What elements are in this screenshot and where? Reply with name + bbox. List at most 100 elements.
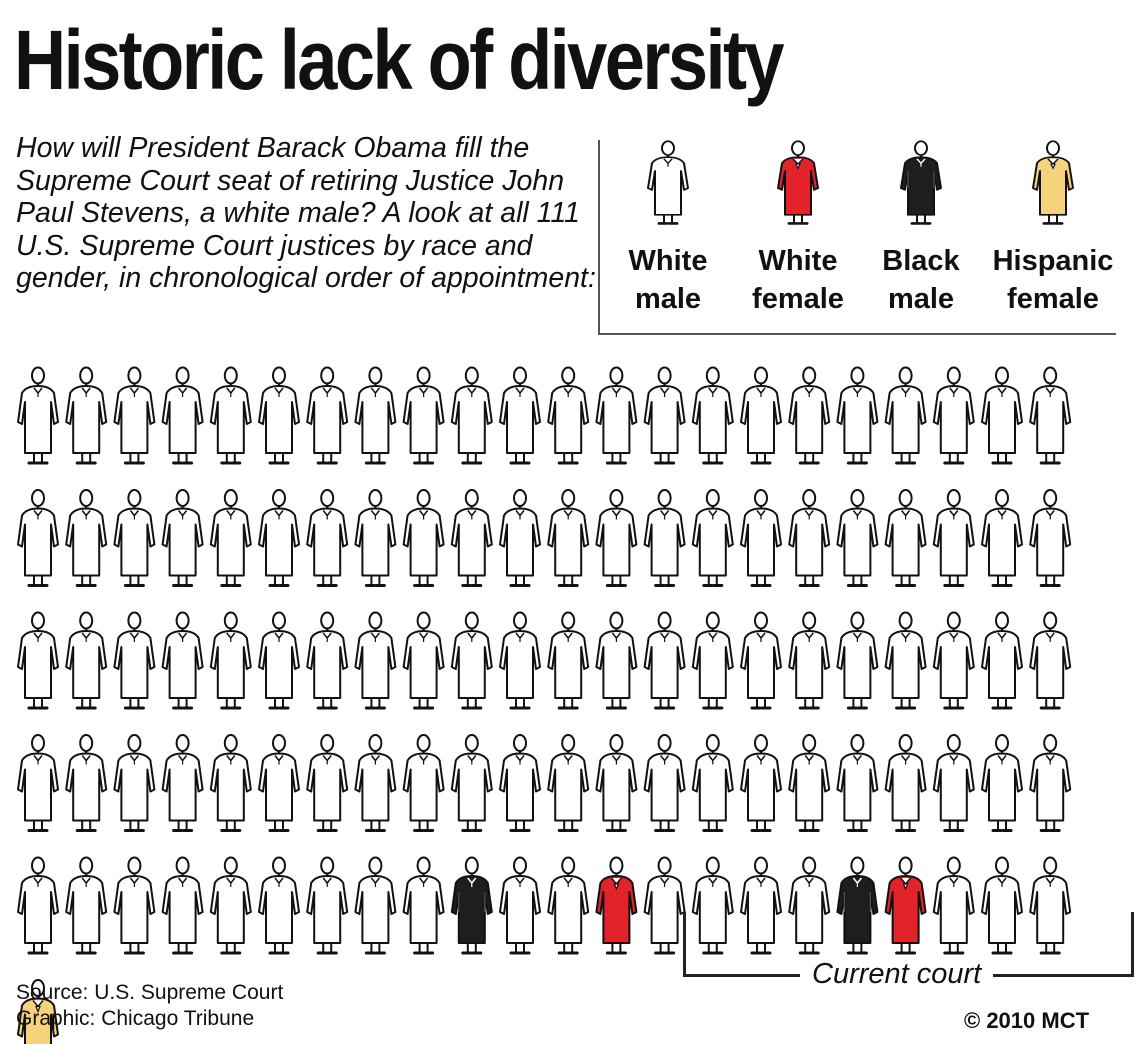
justice-figure-white-male	[932, 734, 975, 832]
justice-figure-white-male	[788, 611, 831, 710]
justice-figure-white-male	[691, 734, 734, 832]
legend-item-black-male: Black male	[855, 140, 987, 318]
justice-figure-white-male	[499, 366, 541, 465]
justice-figure-white-male	[161, 856, 204, 955]
justice-figure-white-male	[884, 611, 927, 710]
justice-figure-white-male	[836, 611, 879, 710]
justice-figure-white-male	[354, 366, 397, 465]
justice-figure-white-male	[17, 734, 59, 832]
justice-figure-white-male	[17, 856, 59, 955]
justice-figure-white-male	[836, 489, 879, 587]
justice-figure-white-male	[306, 366, 349, 465]
source-text: Source: U.S. Supreme Court	[16, 981, 284, 1004]
justice-figure-white-male	[209, 366, 252, 465]
justice-figure-white-male	[402, 366, 445, 465]
justice-figure-white-male	[643, 856, 686, 955]
justice-figure-white-male	[258, 734, 300, 832]
justice-figure-white-male	[402, 856, 445, 955]
justice-figure-white-male	[932, 489, 975, 587]
legend-figure-hispanic-female	[1032, 140, 1074, 225]
justice-figure-white-male	[740, 366, 782, 465]
justice-figure-white-male	[788, 734, 831, 832]
justice-figure-white-male	[17, 611, 59, 710]
justice-figure-white-male	[402, 611, 445, 710]
justice-figure-white-male	[65, 856, 108, 955]
justice-figure-white-male	[643, 366, 686, 465]
justice-figure-white-male	[499, 611, 541, 710]
justice-figure-black-male	[450, 856, 493, 955]
justice-figure-white-male	[547, 366, 590, 465]
legend-label-line1: Black	[882, 245, 960, 277]
justice-figure-white-male	[643, 489, 686, 587]
current-court-label: Current court	[800, 956, 994, 992]
justice-figure-white-male	[113, 366, 156, 465]
justice-figure-white-male	[258, 366, 300, 465]
justice-figure-white-male	[161, 366, 204, 465]
justice-figure-white-male	[113, 856, 156, 955]
legend-item-white-female: White female	[732, 140, 864, 318]
legend-figure-black-male	[900, 140, 942, 225]
justice-figure-white-male	[499, 489, 541, 587]
justice-figure-white-male	[161, 489, 204, 587]
legend-item-hispanic-female: Hispanic female	[987, 140, 1119, 318]
justice-figure-white-male	[209, 856, 252, 955]
legend-label-line2: male	[634, 283, 702, 315]
justice-figure-white-male	[161, 611, 204, 710]
justice-figure-white-male	[981, 611, 1023, 710]
justice-figure-white-male	[209, 611, 252, 710]
justice-figure-white-male	[932, 366, 975, 465]
justice-figure-white-male	[65, 489, 108, 587]
justice-figure-white-male	[740, 734, 782, 832]
justice-figure-white-male	[1029, 489, 1072, 587]
justice-figure-white-male	[740, 611, 782, 710]
legend-label-line1: White	[758, 245, 838, 277]
justice-figure-white-male	[161, 734, 204, 832]
justice-figure-white-male	[258, 489, 300, 587]
justice-figure-white-male	[788, 489, 831, 587]
justice-figure-white-male	[65, 734, 108, 832]
justice-figure-white-male	[595, 489, 638, 587]
intro-text: How will President Barack Obama fill the…	[16, 132, 596, 294]
legend: White male White female Black male Hispa…	[598, 140, 1116, 335]
legend-label-line2: male	[887, 283, 955, 315]
justice-figure-white-male	[547, 734, 590, 832]
justice-figure-white-male	[643, 611, 686, 710]
justice-figure-white-male	[981, 366, 1023, 465]
justice-figure-white-male	[354, 734, 397, 832]
justice-figure-white-male	[595, 366, 638, 465]
legend-label-line1: Hispanic	[992, 245, 1114, 277]
legend-label-line1: White	[628, 245, 708, 277]
justice-figure-white-male	[691, 611, 734, 710]
justice-figure-white-male	[258, 611, 300, 710]
justice-figure-white-male	[209, 489, 252, 587]
justice-figure-white-male	[932, 611, 975, 710]
source-block: Source: U.S. Supreme Court Graphic: Chic…	[16, 980, 283, 1032]
justice-figure-white-male	[17, 366, 59, 465]
legend-figure-white-male	[647, 140, 689, 225]
justice-figure-white-male	[306, 734, 349, 832]
justice-figure-white-male	[884, 734, 927, 832]
justice-figure-white-male	[499, 856, 541, 955]
justice-figure-white-male	[981, 734, 1023, 832]
justice-figure-white-male	[1029, 366, 1072, 465]
justice-figure-white-male	[450, 489, 493, 587]
justice-figure-white-male	[884, 489, 927, 587]
justice-figure-white-male	[836, 734, 879, 832]
graphic-credit-text: Graphic: Chicago Tribune	[16, 1007, 255, 1030]
justice-figure-white-male	[740, 489, 782, 587]
justice-figure-white-male	[354, 611, 397, 710]
justice-figure-white-male	[499, 734, 541, 832]
justice-figure-white-male	[402, 489, 445, 587]
copyright-text: © 2010 MCT	[964, 1008, 1090, 1033]
justice-figure-white-male	[306, 489, 349, 587]
justice-figure-white-male	[65, 366, 108, 465]
justice-figure-white-male	[836, 366, 879, 465]
legend-label-line2: female	[752, 283, 844, 315]
justice-figure-white-male	[113, 734, 156, 832]
justice-figure-white-male	[643, 734, 686, 832]
justice-figure-white-female	[595, 856, 638, 955]
justice-figure-white-male	[547, 611, 590, 710]
justice-figure-white-male	[354, 856, 397, 955]
justice-figure-white-male	[17, 489, 59, 587]
justice-figure-white-male	[547, 856, 590, 955]
